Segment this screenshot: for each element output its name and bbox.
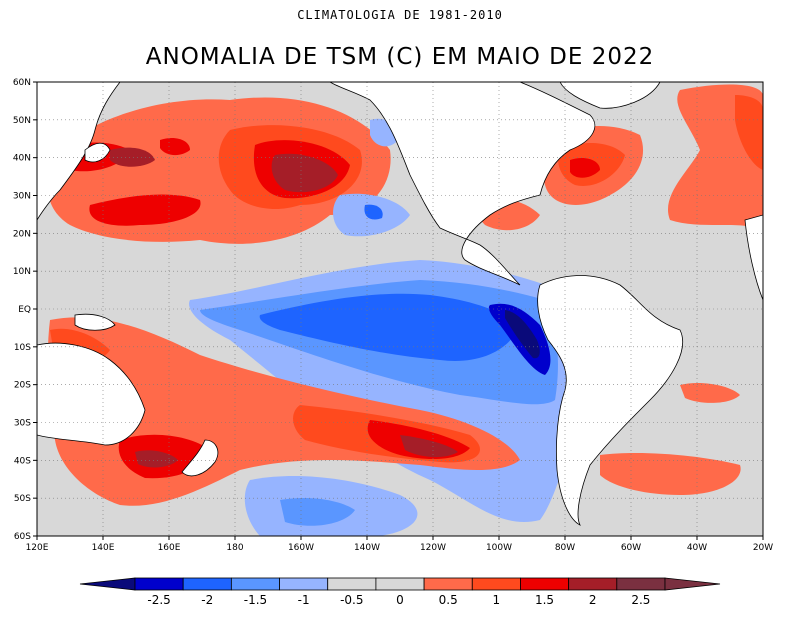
longitude-label: 40W	[687, 543, 707, 553]
latitude-label: 30S	[14, 419, 31, 429]
north-america-land	[329, 82, 596, 286]
longitude-label: 120W	[420, 543, 446, 553]
colorbar-segment	[471, 577, 521, 591]
asia-land	[37, 82, 121, 221]
colorbar-segment	[230, 577, 280, 591]
latitude-label: 40N	[13, 154, 31, 164]
colorbar-label: 0	[396, 593, 404, 607]
colorbar: -2.5 -2 -1.5 -1 -0.5 0 0.5 1 1.5 2 2.5	[79, 577, 721, 607]
colorbar-label: -1.5	[244, 593, 267, 607]
colorbar-label: 2	[589, 593, 597, 607]
colorbar-segment	[279, 577, 329, 591]
latitude-label: 60N	[13, 78, 31, 88]
colorbar-label: -2.5	[147, 593, 170, 607]
colorbar-label: 0.5	[439, 593, 458, 607]
latitude-label: 30N	[13, 192, 31, 202]
colorbar-segment	[423, 577, 473, 591]
longitude-axis: 120E 140E 160E 180 160W 140W 120W 100W 80W 60W 40W…	[26, 536, 773, 553]
new-zealand-land	[181, 439, 219, 477]
latitude-label: 20N	[13, 229, 31, 239]
colorbar-segment	[327, 577, 377, 591]
south-america-land	[537, 275, 684, 526]
south-pacific-cool-anomaly	[244, 475, 418, 536]
longitude-label: 100W	[486, 543, 512, 553]
colorbar-segment	[568, 577, 618, 591]
south-pacific-warm-anomaly	[47, 317, 741, 506]
japan-land	[84, 142, 111, 163]
longitude-label: 20W	[753, 543, 773, 553]
longitude-label: 120E	[26, 543, 49, 553]
longitude-label: 80W	[555, 543, 575, 553]
latitude-label: 50S	[14, 494, 31, 504]
latitude-label: 10N	[13, 267, 31, 277]
longitude-label: 60W	[621, 543, 641, 553]
greenland-land	[559, 82, 661, 109]
equatorial-pacific-cool-anomaly	[189, 118, 577, 522]
longitude-label: 160W	[288, 543, 314, 553]
colorbar-label: -2	[201, 593, 213, 607]
latitude-label: 10S	[14, 343, 31, 353]
colorbar-label: 1	[493, 593, 501, 607]
colorbar-label: -0.5	[340, 593, 363, 607]
longitude-label: 180	[226, 543, 243, 553]
latitude-label: 60S	[14, 532, 31, 542]
latitude-label: EQ	[18, 305, 31, 315]
chart-subtitle: CLIMATOLOGIA DE 1981-2010	[297, 8, 503, 22]
latitude-axis: 60N 50N 40N 30N 20N 10N EQ 10S 20S 30S 40S 50S 60S	[13, 78, 37, 542]
colorbar-label: 2.5	[631, 593, 650, 607]
land-masses	[37, 82, 763, 526]
colorbar-segment	[520, 577, 570, 591]
chart-title: ANOMALIA DE TSM (C) EM MAIO DE 2022	[145, 44, 655, 70]
latitude-label: 20S	[14, 381, 31, 391]
latitude-label: 50N	[13, 116, 31, 126]
colorbar-label: 1.5	[535, 593, 554, 607]
australia-land	[37, 342, 146, 446]
anomaly-field	[37, 82, 763, 536]
map-gridlines	[37, 82, 763, 536]
colorbar-segment	[134, 577, 184, 591]
colorbar-label: -1	[298, 593, 310, 607]
new-guinea-land	[74, 313, 116, 331]
colorbar-segment	[375, 577, 425, 591]
colorbar-segment	[616, 577, 666, 591]
colorbar-segment	[79, 577, 136, 591]
longitude-label: 140W	[354, 543, 380, 553]
longitude-label: 140E	[92, 543, 115, 553]
latitude-label: 40S	[14, 456, 31, 466]
colorbar-segment	[664, 577, 721, 591]
north-pacific-warm-anomaly	[47, 84, 763, 244]
colorbar-segment	[182, 577, 232, 591]
longitude-label: 160E	[158, 543, 181, 553]
